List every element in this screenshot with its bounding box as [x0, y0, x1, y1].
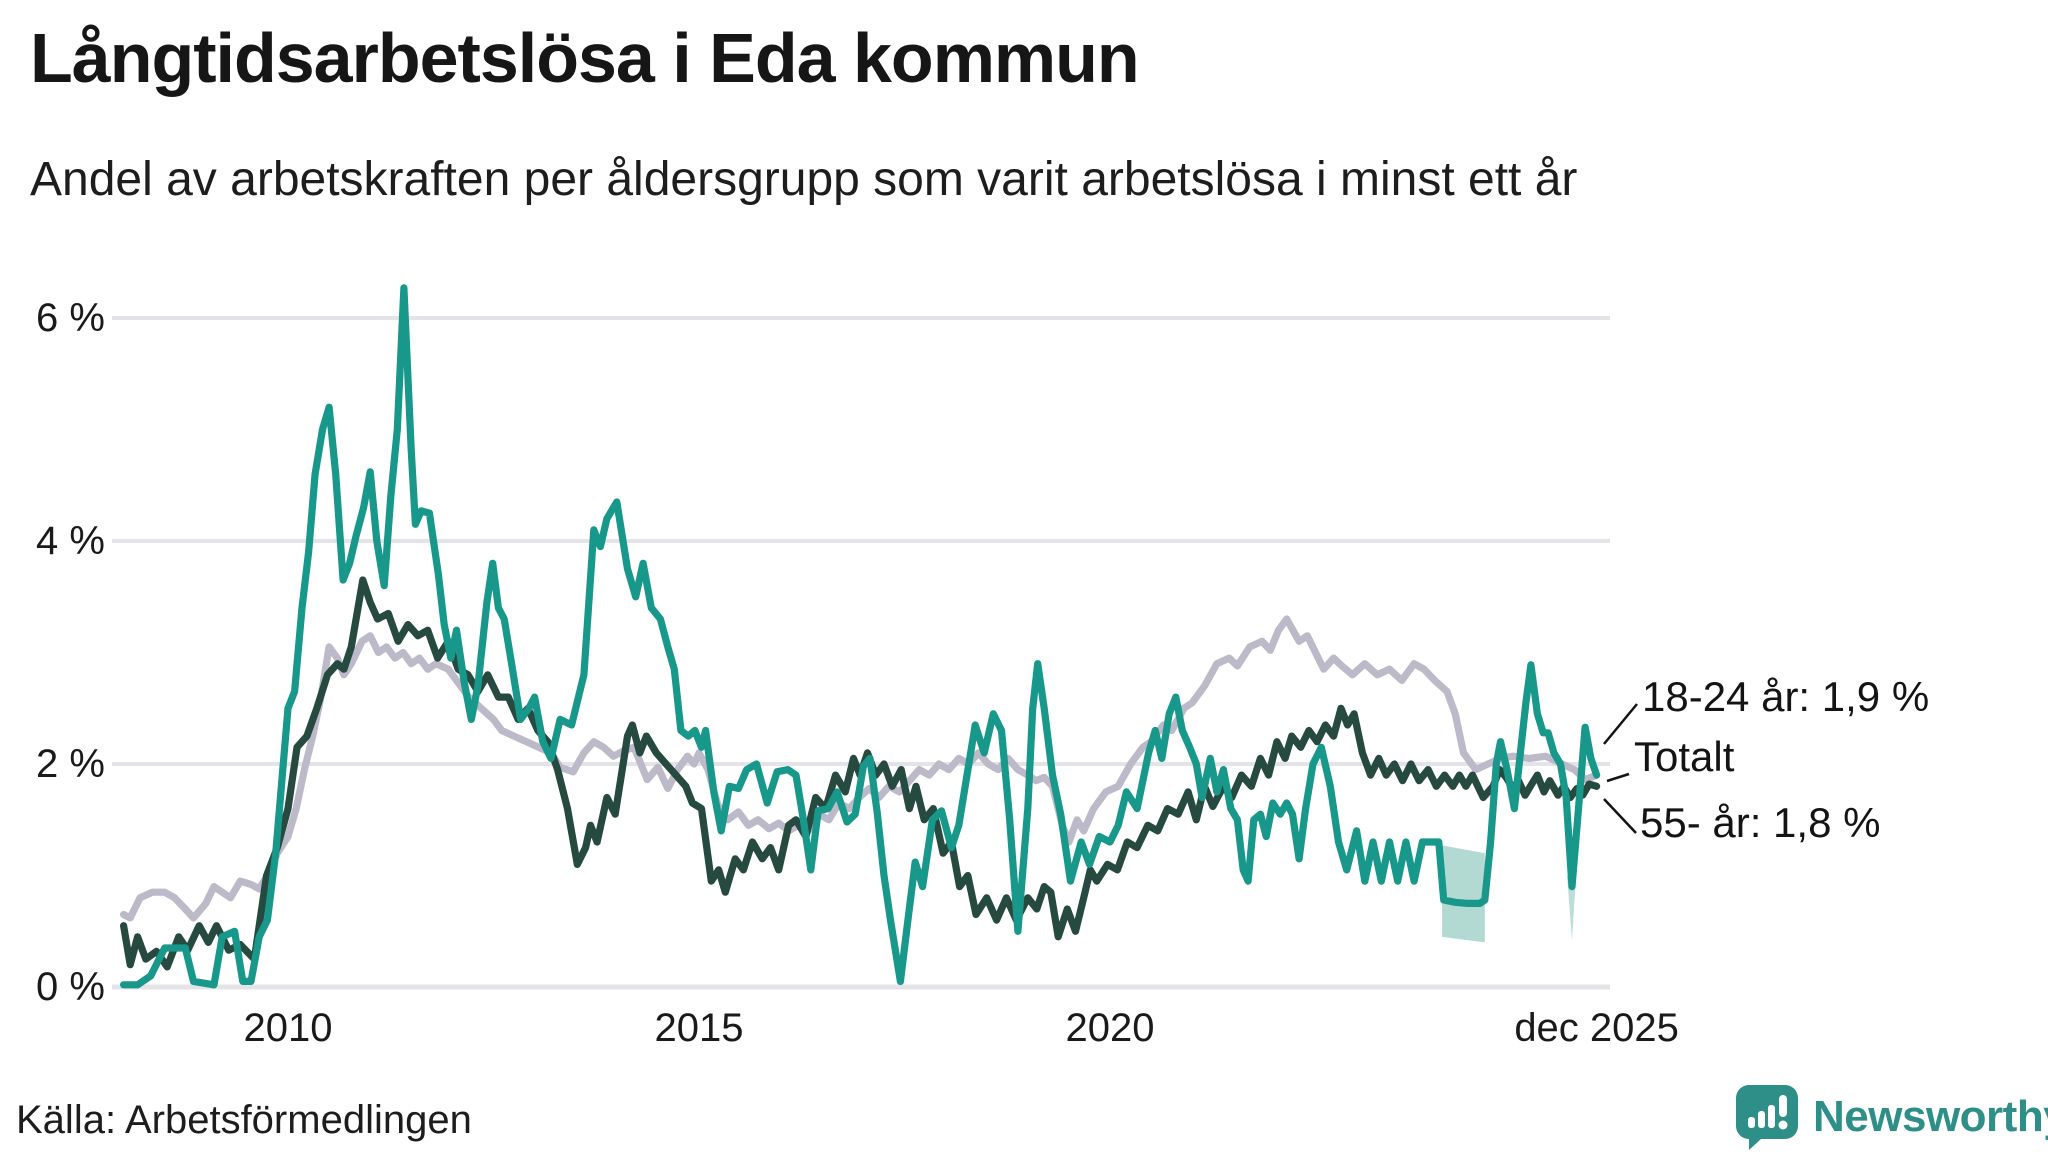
page-subtitle: Andel av arbetskraften per åldersgrupp s…	[30, 153, 1578, 206]
y-tick-label: 6 %	[36, 296, 105, 340]
series-end-label-totalt: Totalt	[1634, 733, 1735, 780]
series-end-label-18-24: 18-24 år: 1,9 %	[1642, 673, 1930, 720]
x-tick-label: 2010	[243, 1006, 333, 1050]
uncertainty-fade-2025	[1567, 875, 1577, 941]
uncertainty-band-2024	[1442, 845, 1485, 943]
newsworthy-logo: Newsworthy	[1735, 1084, 2048, 1150]
page-title: Långtidsarbetslösa i Eda kommun	[30, 19, 1140, 97]
series-line-55-r	[119, 576, 1601, 971]
y-tick-label: 0 %	[36, 965, 105, 1009]
source-note: Källa: Arbetsförmedlingen	[16, 1098, 472, 1142]
newsworthy-logo-icon	[1736, 1085, 1798, 1150]
data-series	[119, 284, 1601, 989]
x-tick-label: 2020	[1065, 1006, 1155, 1050]
y-tick-label: 2 %	[36, 742, 105, 786]
newsworthy-logo-text: Newsworthy	[1813, 1092, 2048, 1141]
series-end-label-55: 55- år: 1,8 %	[1640, 799, 1881, 846]
x-tick-label: dec 2025	[1514, 1006, 1679, 1050]
series-line-18-24-r	[119, 284, 1601, 989]
annotation-leader-lines	[1603, 703, 1638, 834]
x-tick-label: 2015	[654, 1006, 744, 1050]
uncertainty-bands	[1442, 845, 1577, 943]
gridlines	[112, 316, 1610, 990]
y-tick-label: 4 %	[36, 519, 105, 563]
